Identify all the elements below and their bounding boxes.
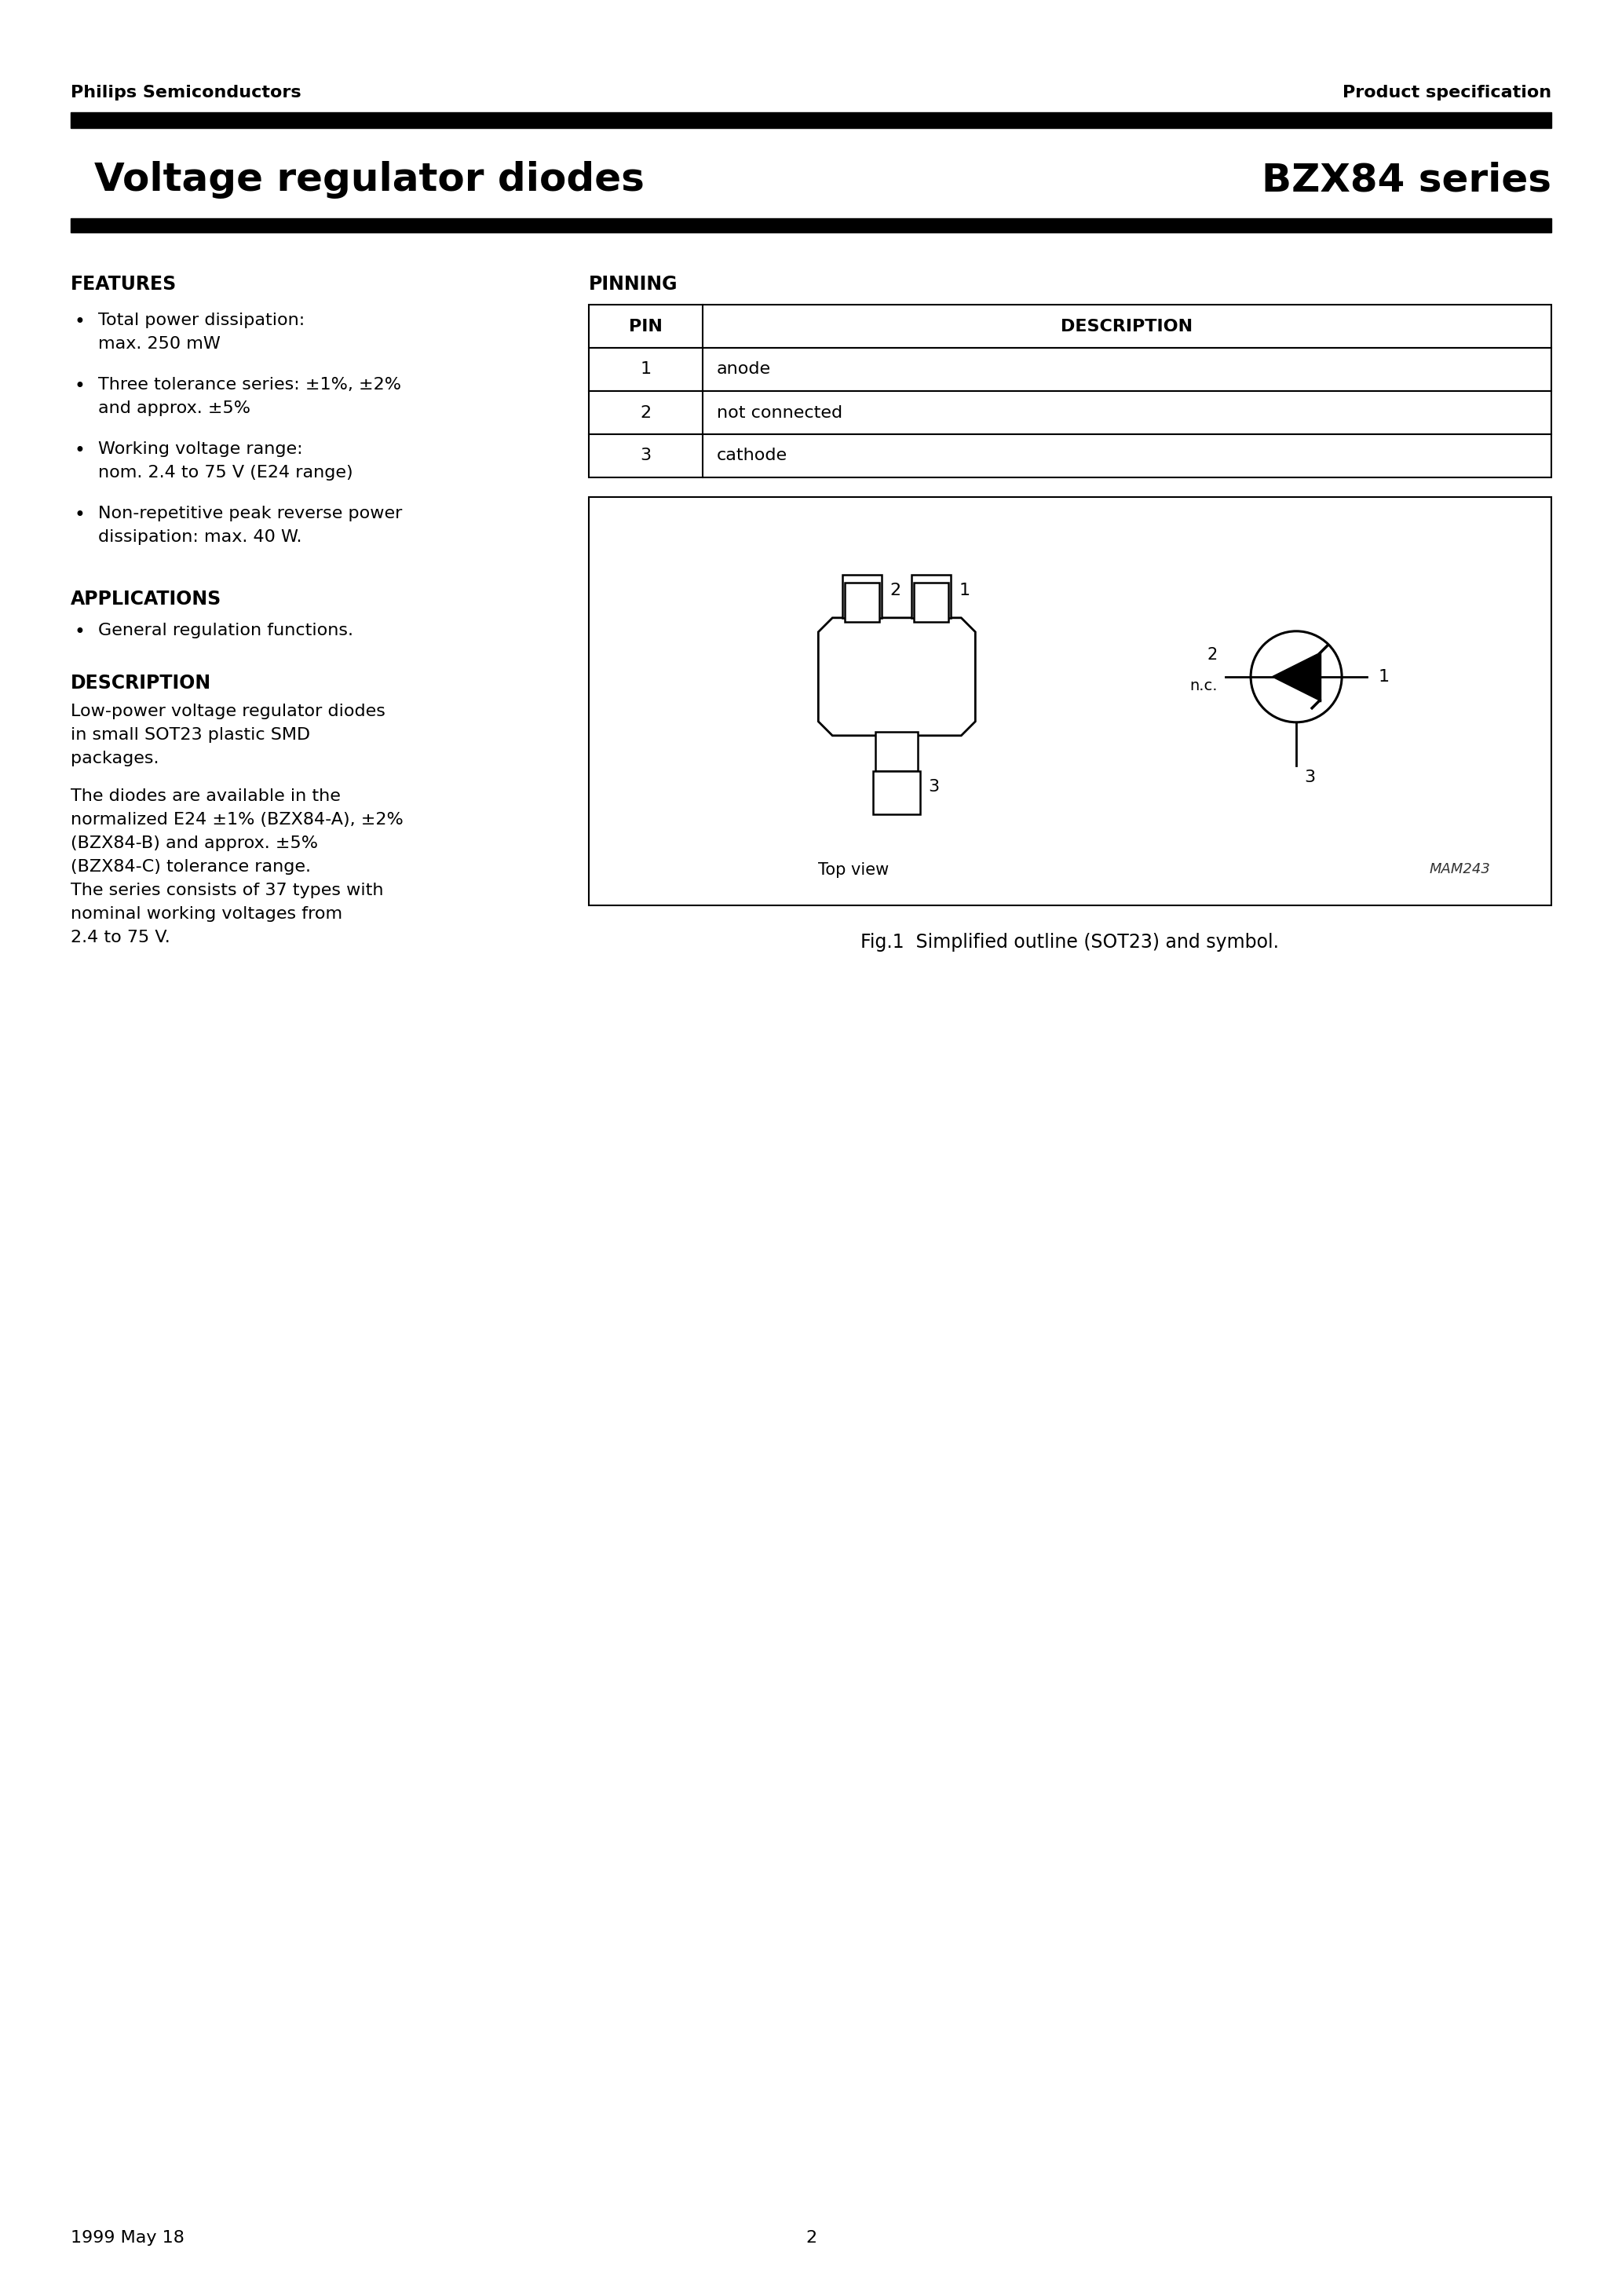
Text: normalized E24 ±1% (BZX84-A), ±2%: normalized E24 ±1% (BZX84-A), ±2% (71, 813, 404, 827)
Text: anode: anode (717, 360, 770, 377)
Bar (843, 574, 882, 618)
Text: Total power dissipation:: Total power dissipation: (99, 312, 305, 328)
Text: •: • (75, 441, 86, 459)
Text: 2: 2 (641, 404, 652, 420)
Text: MAM243: MAM243 (1429, 863, 1491, 877)
Text: 1: 1 (959, 583, 970, 599)
Text: 2.4 to 75 V.: 2.4 to 75 V. (71, 930, 170, 946)
Text: packages.: packages. (71, 751, 159, 767)
Bar (71, 113, 1551, 129)
Text: not connected: not connected (717, 404, 842, 420)
Text: •: • (75, 622, 86, 641)
Polygon shape (819, 618, 975, 735)
Bar (589, 496, 1551, 905)
Text: The series consists of 37 types with: The series consists of 37 types with (71, 882, 383, 898)
Text: 3: 3 (928, 778, 939, 794)
Text: (BZX84-C) tolerance range.: (BZX84-C) tolerance range. (71, 859, 311, 875)
Text: •: • (75, 312, 86, 331)
Text: dissipation: max. 40 W.: dissipation: max. 40 W. (99, 530, 302, 544)
Text: 1: 1 (641, 360, 652, 377)
Text: 2: 2 (890, 583, 900, 599)
Text: nominal working voltages from: nominal working voltages from (71, 907, 342, 923)
Text: 2: 2 (1207, 647, 1218, 664)
Text: cathode: cathode (717, 448, 788, 464)
Text: DESCRIPTION: DESCRIPTION (71, 673, 211, 693)
Text: 1: 1 (1379, 668, 1388, 684)
Text: Non-repetitive peak reverse power: Non-repetitive peak reverse power (99, 505, 402, 521)
Text: BZX84 series: BZX84 series (1262, 161, 1551, 200)
Text: General regulation functions.: General regulation functions. (99, 622, 354, 638)
Bar (873, 771, 920, 815)
Bar (876, 732, 918, 771)
Text: Low-power voltage regulator diodes: Low-power voltage regulator diodes (71, 703, 386, 719)
Text: •: • (75, 505, 86, 523)
Text: Philips Semiconductors: Philips Semiconductors (71, 85, 302, 101)
Text: Working voltage range:: Working voltage range: (99, 441, 303, 457)
Text: (BZX84-B) and approx. ±5%: (BZX84-B) and approx. ±5% (71, 836, 318, 852)
Text: FEATURES: FEATURES (71, 276, 177, 294)
Text: and approx. ±5%: and approx. ±5% (99, 400, 250, 416)
Bar (71, 218, 1551, 232)
Text: 1999 May 18: 1999 May 18 (71, 2229, 185, 2245)
Polygon shape (1273, 652, 1320, 700)
Text: max. 250 mW: max. 250 mW (99, 335, 221, 351)
Text: 3: 3 (641, 448, 652, 464)
Text: nom. 2.4 to 75 V (E24 range): nom. 2.4 to 75 V (E24 range) (99, 464, 354, 480)
Text: APPLICATIONS: APPLICATIONS (71, 590, 222, 608)
Bar (845, 583, 879, 622)
Text: Top view: Top view (819, 863, 889, 877)
Bar (589, 390, 1551, 434)
Text: n.c.: n.c. (1191, 677, 1218, 693)
Bar (589, 434, 1551, 478)
Text: DESCRIPTION: DESCRIPTION (1061, 319, 1194, 335)
Bar (915, 583, 949, 622)
Text: PINNING: PINNING (589, 276, 678, 294)
Bar (589, 305, 1551, 349)
Text: in small SOT23 plastic SMD: in small SOT23 plastic SMD (71, 728, 310, 744)
Text: Product specification: Product specification (1343, 85, 1551, 101)
Bar (912, 574, 950, 618)
Bar (589, 349, 1551, 390)
Text: 3: 3 (1304, 769, 1315, 785)
Text: •: • (75, 377, 86, 395)
Text: Voltage regulator diodes: Voltage regulator diodes (94, 161, 644, 200)
Text: The diodes are available in the: The diodes are available in the (71, 788, 341, 804)
Text: PIN: PIN (629, 319, 662, 335)
Text: 2: 2 (806, 2229, 816, 2245)
Text: Fig.1  Simplified outline (SOT23) and symbol.: Fig.1 Simplified outline (SOT23) and sym… (861, 932, 1280, 953)
Text: Three tolerance series: ±1%, ±2%: Three tolerance series: ±1%, ±2% (99, 377, 401, 393)
